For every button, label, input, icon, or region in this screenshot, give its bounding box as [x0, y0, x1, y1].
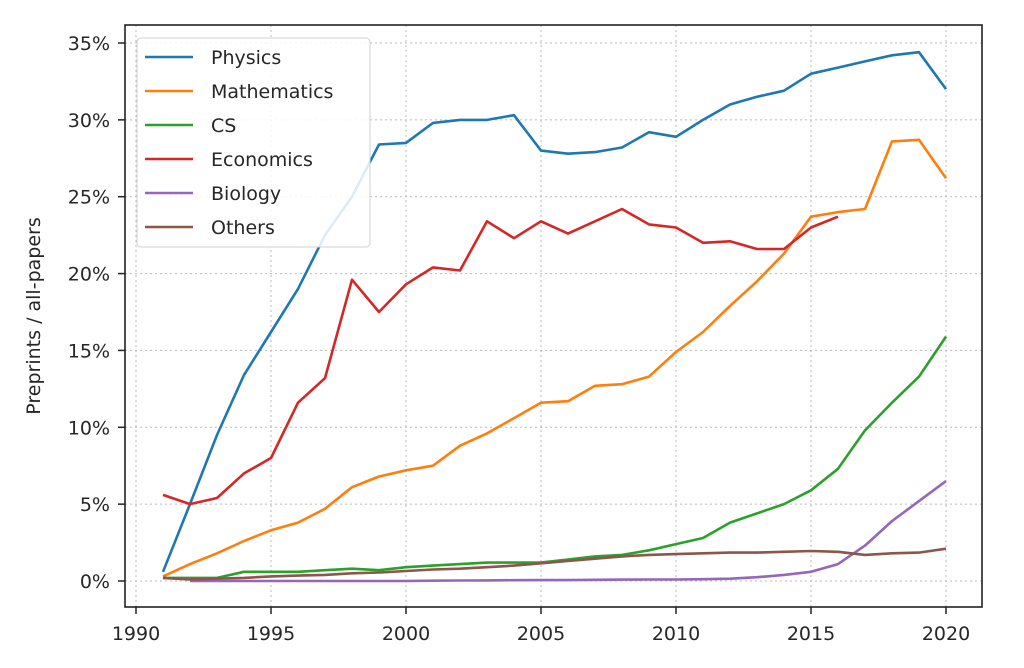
legend: Physics Mathematics CS Economics Biology Othe…	[136, 37, 371, 248]
x-tick-label: 2005	[517, 623, 565, 645]
legend-label-cs: CS	[211, 115, 236, 137]
x-tick-label: 2000	[382, 623, 430, 645]
legend-label-others: Others	[211, 217, 275, 239]
x-tick-label: 1990	[112, 623, 160, 645]
series-line-physics	[161, 50, 948, 573]
series-line-cs	[163, 335, 948, 580]
y-tick-label: 5%	[80, 494, 110, 516]
x-tick-label: 2015	[787, 623, 835, 645]
y-tick-label: 20%	[68, 264, 110, 286]
legend-label-biology: Biology	[211, 183, 281, 205]
series-line-mathematics	[162, 138, 948, 578]
series-line-others	[162, 547, 947, 581]
y-tick-label: 10%	[68, 417, 110, 439]
x-axis: 1990 1995 2000 2005 2010 2015 2020	[112, 607, 970, 645]
legend-label-mathematics: Mathematics	[211, 81, 333, 103]
series-line-biology	[190, 480, 947, 583]
x-tick-label: 1995	[247, 623, 295, 645]
legend-label-physics: Physics	[211, 47, 281, 69]
y-axis-label: Preprints / all-papers	[23, 217, 45, 414]
x-tick-label: 2010	[652, 623, 700, 645]
y-tick-label: 0%	[80, 571, 110, 593]
series-line-economics	[162, 207, 839, 506]
x-tick-label: 2020	[922, 623, 970, 645]
y-tick-label: 35%	[68, 33, 110, 55]
series-lines	[161, 50, 948, 583]
plot-frame	[124, 24, 983, 608]
legend-label-economics: Economics	[211, 149, 313, 171]
y-tick-label: 30%	[68, 110, 110, 132]
legend-box	[136, 37, 371, 248]
y-tick-label: 25%	[68, 187, 110, 209]
y-axis: 0% 5% 10% 15% 20% 25% 30% 35%	[68, 33, 125, 593]
y-tick-label: 15%	[68, 340, 110, 362]
